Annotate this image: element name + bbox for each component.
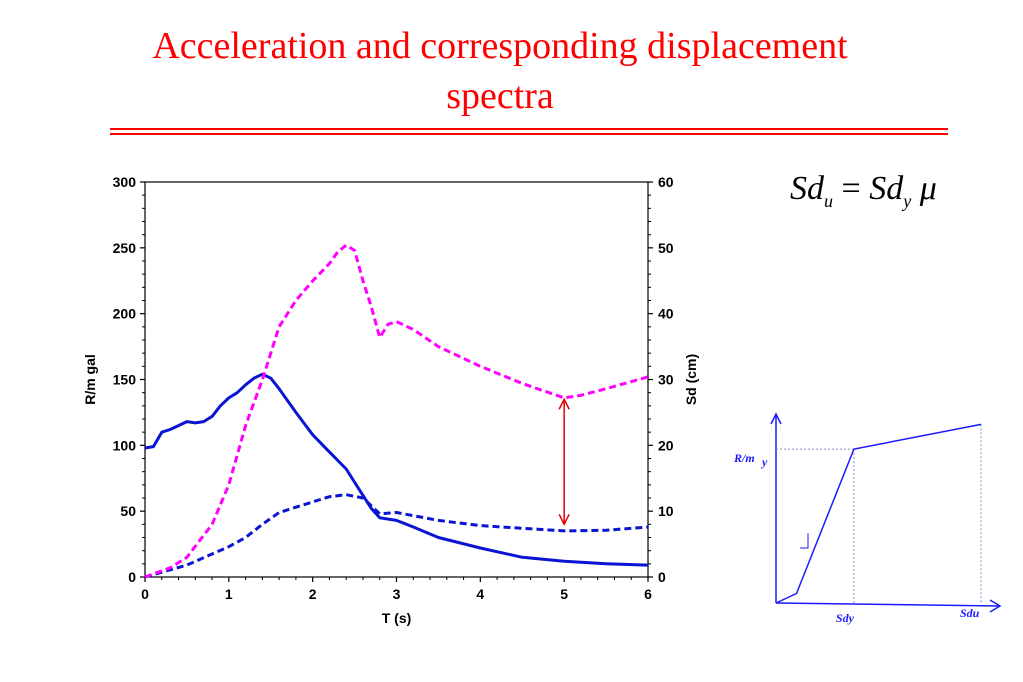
y2-tick-label: 30: [658, 372, 674, 388]
x-tick-label: 4: [476, 586, 484, 602]
x-tick-label: 5: [560, 586, 568, 602]
y-tick-label: 300: [113, 174, 137, 190]
x-axis-label: T (s): [382, 610, 412, 626]
mini-y-label: R/m: [733, 451, 755, 465]
x-tick-label: 0: [141, 586, 149, 602]
y-tick-label: 150: [113, 372, 137, 388]
slide-title-line1: Acceleration and corresponding displacem…: [152, 25, 848, 67]
displacement-spectrum-line: [144, 493, 649, 579]
y-axis-label: R/m gal: [82, 354, 98, 405]
y-tick-label: 200: [113, 306, 137, 322]
formula-equals: =: [841, 170, 861, 207]
title-underline-top: [110, 128, 948, 130]
mini-x-label-sdy: Sdy: [836, 611, 855, 625]
ratio-arrow-head-top: [558, 397, 570, 410]
formula-rhs-sub: y: [903, 190, 912, 211]
mini-slope-triangle: [800, 533, 809, 549]
y2-tick-label: 20: [658, 437, 674, 453]
x-tick-label: 3: [393, 586, 401, 602]
mini-x-arrow: [989, 599, 1002, 613]
y2-tick-label: 40: [658, 306, 674, 322]
x-tick-label: 2: [309, 586, 317, 602]
slide-title-line2: spectra: [446, 75, 554, 117]
mini-y-arrow: [770, 412, 782, 425]
y2-tick-label: 0: [658, 569, 666, 585]
y2-tick-label: 10: [658, 503, 674, 519]
y2-tick-label: 50: [658, 240, 674, 256]
ratio-arrow-head-bottom: [558, 513, 570, 527]
ultimate-displacement-line: [144, 243, 649, 579]
title-underline-bottom: [110, 133, 948, 135]
y2-tick-label: 60: [658, 174, 674, 190]
y-tick-label: 250: [113, 240, 137, 256]
formula-rhs: Sd: [869, 170, 904, 207]
acceleration-spectrum-line: [144, 372, 649, 567]
x-tick-label: 6: [644, 586, 652, 602]
y2-axis-label: Sd (cm): [683, 354, 699, 405]
y-tick-label: 0: [128, 569, 136, 585]
y-tick-label: 100: [113, 437, 137, 453]
y-tick-label: 50: [120, 503, 136, 519]
ductility-formula: Sdu = Sdy μ: [790, 170, 937, 212]
mini-x-label-sdu: Sdu: [960, 606, 980, 620]
formula-lhs-sub: u: [824, 190, 833, 211]
formula-mu: μ: [919, 170, 937, 207]
x-tick-label: 1: [225, 586, 233, 602]
mini-bilinear-curve: [775, 423, 982, 604]
formula-lhs: Sd: [790, 170, 824, 207]
plot-frame: [144, 181, 649, 578]
mini-x-axis: [775, 602, 1001, 607]
mini-y-label-sub: y: [760, 455, 768, 469]
